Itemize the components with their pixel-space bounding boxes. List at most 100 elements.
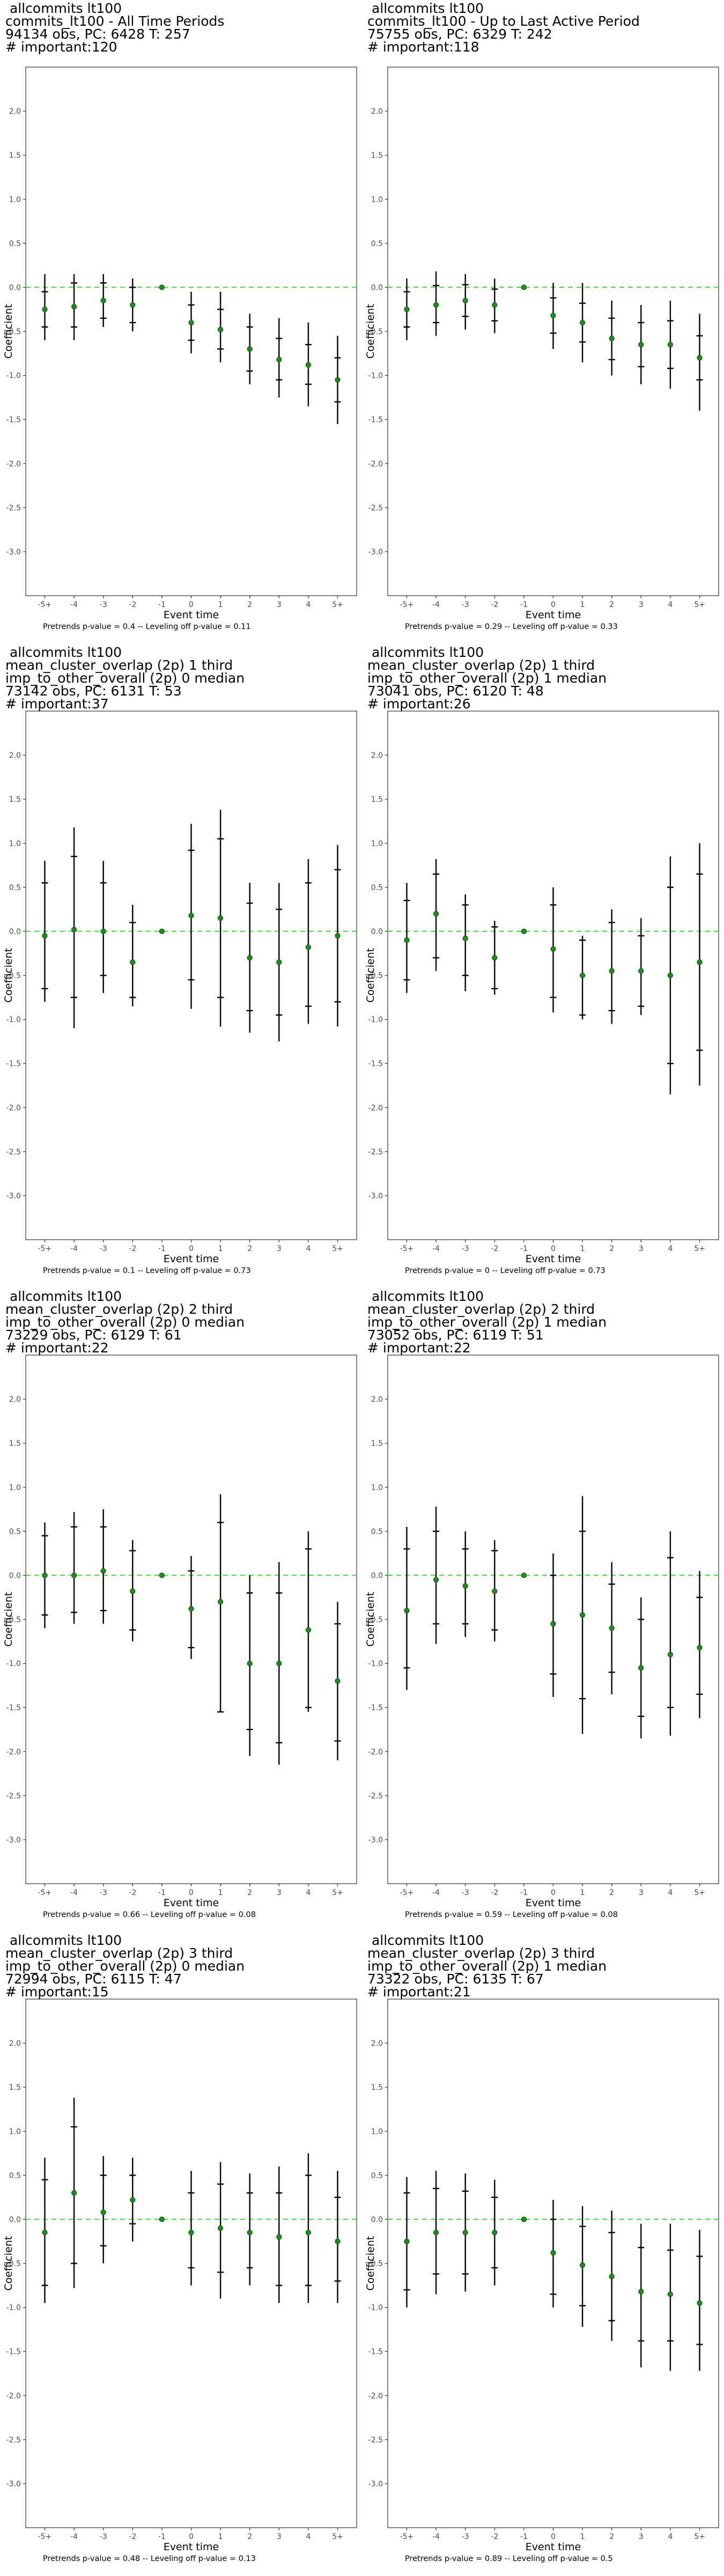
- coefficient-point: [100, 928, 106, 934]
- x-tick-label: -4: [70, 601, 78, 609]
- coefficient-point: [247, 955, 253, 961]
- pvalue-footnote: Pretrends p-value = 0.1 -- Leveling off …: [43, 1267, 251, 1275]
- event-study-plot: -3.0 -2.5 -2.0 -1.5 -1.0 -0.5 0.0 0.5 1.0 1.5 2.0 -…: [365, 1355, 719, 1909]
- chart-title-line: allcommits lt100: [367, 645, 484, 660]
- coefficient-point: [433, 2229, 439, 2236]
- chart-title-line: imp_to_other_overall (2p) 1 median: [367, 1314, 607, 1330]
- y-tick-label: -3.0: [368, 548, 383, 557]
- y-axis-title: Coefficient: [365, 2236, 376, 2291]
- y-tick-label: 0.5: [9, 1527, 21, 1536]
- chart-title-line: commits_lt100 - All Time Periods: [5, 13, 225, 29]
- y-tick-label: -1.0: [368, 1660, 383, 1668]
- coefficient-point: [276, 2234, 282, 2240]
- coefficient-point: [335, 1678, 341, 1684]
- coefficient-point: [276, 1660, 282, 1666]
- chart-title: allcommits lt100 mean_cluster_overlap (2p…: [367, 646, 607, 711]
- x-tick-label: 5+: [694, 2533, 705, 2541]
- event-study-plot: -3.0 -2.5 -2.0 -1.5 -1.0 -0.5 0.0 0.5 1.0 1.5 2.0 -…: [3, 711, 357, 1265]
- x-tick-label: -1: [520, 2533, 528, 2541]
- chart-title-line: 73142 obs, PC: 6131 T: 53: [5, 683, 182, 699]
- chart-title-line: mean_cluster_overlap (2p) 1 third: [5, 657, 233, 673]
- coefficient-point: [462, 2229, 468, 2236]
- chart-title-line: mean_cluster_overlap (2p) 1 third: [367, 657, 595, 673]
- coefficient-point: [580, 1612, 586, 1618]
- y-tick-label: 0.5: [9, 239, 21, 248]
- y-tick-label: 0.0: [371, 927, 383, 936]
- x-tick-label: -2: [129, 601, 136, 609]
- y-axis-title: Coefficient: [3, 304, 14, 359]
- chart-title-line: 94134 obs, PC: 6428 T: 257: [5, 26, 190, 42]
- coefficient-point: [492, 302, 498, 308]
- chart-title-line: 72994 obs, PC: 6115 T: 47: [5, 1971, 182, 1987]
- coefficient-point: [305, 944, 312, 950]
- x-tick-label: 2: [609, 601, 614, 609]
- coefficient-point: [404, 2238, 410, 2244]
- y-tick-label: 2.0: [371, 2039, 383, 2048]
- x-tick-label: -2: [491, 601, 498, 609]
- y-tick-label: 1.5: [9, 151, 21, 160]
- x-tick-label: -3: [100, 601, 107, 609]
- coefficient-point: [521, 2216, 527, 2222]
- x-tick-label: 4: [306, 601, 311, 609]
- x-tick-label: -5+: [400, 1889, 414, 1897]
- y-tick-label: 1.0: [371, 195, 383, 204]
- y-tick-label: -2.0: [6, 460, 21, 469]
- y-tick-label: -2.5: [6, 1792, 21, 1801]
- coefficient-point: [462, 297, 468, 304]
- y-tick-label: -1.0: [368, 2304, 383, 2312]
- x-tick-label: 1: [218, 1245, 223, 1253]
- coefficient-point: [159, 284, 165, 290]
- y-tick-label: -0.5: [368, 2260, 383, 2268]
- coefficient-point: [305, 1627, 312, 1633]
- x-tick-label: -2: [129, 2533, 136, 2541]
- event-study-plot: -3.0 -2.5 -2.0 -1.5 -1.0 -0.5 0.0 0.5 1.0 1.5 2.0 -…: [3, 1999, 357, 2553]
- y-tick-label: -0.5: [6, 2260, 21, 2268]
- x-tick-label: 5+: [332, 601, 343, 609]
- chart-panel: -3.0 -2.5 -2.0 -1.5 -1.0 -0.5 0.0 0.5 1.0 1.5 2.0 -…: [362, 644, 724, 1288]
- x-tick-label: 0: [551, 601, 556, 609]
- x-tick-label: 2: [609, 2533, 614, 2541]
- coefficient-point: [697, 2300, 703, 2306]
- y-tick-label: 1.0: [9, 2127, 21, 2136]
- x-tick-label: 1: [218, 2533, 223, 2541]
- x-tick-label: -3: [100, 2533, 107, 2541]
- x-tick-label: 1: [218, 1889, 223, 1897]
- coefficient-point: [42, 933, 48, 939]
- x-tick-label: 3: [277, 1889, 282, 1897]
- x-tick-label: 5+: [332, 1889, 343, 1897]
- coefficient-point: [580, 319, 586, 326]
- coefficient-point: [667, 972, 674, 978]
- x-tick-label: -1: [158, 1245, 166, 1253]
- x-tick-label: 4: [668, 2533, 673, 2541]
- coefficient-point: [42, 2229, 48, 2236]
- chart-title-line: allcommits lt100: [367, 1, 484, 16]
- y-tick-label: -1.5: [6, 1704, 21, 1713]
- pvalue-footnote: Pretrends p-value = 0.66 -- Leveling off…: [43, 1911, 256, 1919]
- chart-title-line: allcommits lt100: [5, 1289, 122, 1304]
- chart-title-line: commits_lt100 - Up to Last Active Period: [367, 13, 640, 29]
- chart-title-line: mean_cluster_overlap (2p) 2 third: [5, 1301, 233, 1317]
- x-tick-label: 3: [277, 1245, 282, 1253]
- y-tick-label: -1.0: [6, 2304, 21, 2312]
- coefficient-point: [550, 2250, 556, 2256]
- x-axis-title: Event time: [164, 2541, 219, 2553]
- y-tick-label: 1.0: [9, 839, 21, 848]
- pvalue-footnote: Pretrends p-value = 0.59 -- Leveling off…: [405, 1911, 618, 1919]
- x-tick-label: 2: [247, 1889, 252, 1897]
- coefficient-point: [276, 959, 282, 965]
- coefficient-point: [100, 297, 106, 304]
- coefficient-point: [218, 327, 224, 333]
- coefficient-point: [71, 927, 77, 933]
- y-tick-label: -1.5: [368, 1060, 383, 1069]
- x-axis-title: Event time: [526, 609, 581, 621]
- coefficient-point: [188, 319, 194, 326]
- coefficient-point: [462, 935, 468, 941]
- coefficient-point: [580, 972, 586, 978]
- y-tick-label: 2.0: [371, 751, 383, 760]
- x-tick-label: 5+: [332, 2533, 343, 2541]
- coefficient-point: [697, 1644, 703, 1651]
- coefficient-point: [609, 335, 615, 341]
- x-tick-label: 4: [668, 1889, 673, 1897]
- pvalue-footnote: Pretrends p-value = 0 -- Leveling off p-…: [405, 1267, 605, 1275]
- chart-panel: -3.0 -2.5 -2.0 -1.5 -1.0 -0.5 0.0 0.5 1.0 1.5 2.0 -…: [362, 1288, 724, 1932]
